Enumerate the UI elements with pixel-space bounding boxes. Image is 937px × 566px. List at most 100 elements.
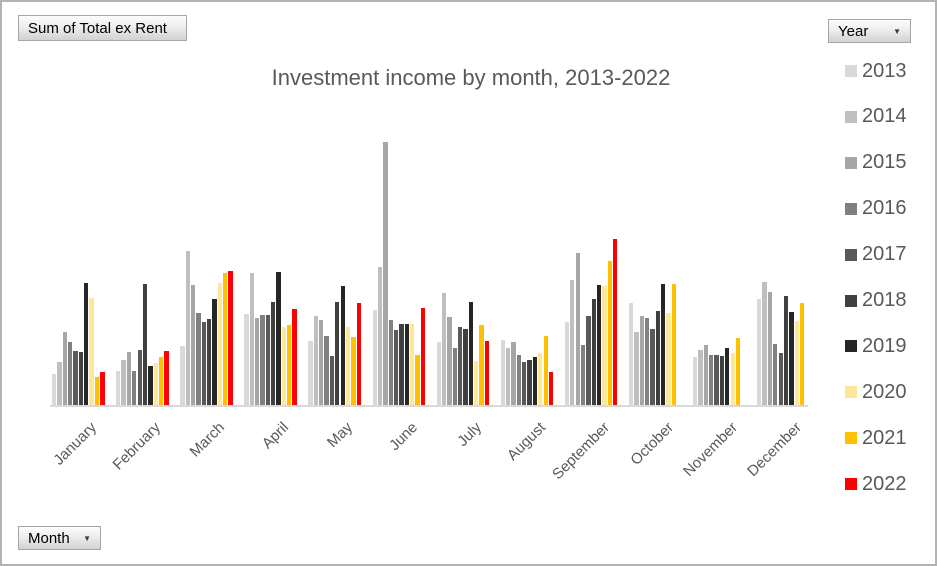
bar-2020-september <box>602 286 607 405</box>
legend-swatch-2016 <box>845 202 857 215</box>
bar-2015-february <box>126 352 132 405</box>
legend-label-2016: 2016 <box>862 197 907 220</box>
bar-2014-october <box>634 332 639 405</box>
bar-2022-april <box>292 309 297 405</box>
legend-item-2020: 2020 <box>845 381 907 403</box>
bar-2015-june <box>383 142 388 405</box>
bar-2014-march <box>185 251 190 405</box>
bar-2013-september <box>564 322 570 405</box>
legend-label-2015: 2015 <box>862 151 907 174</box>
legend-label-2020: 2020 <box>862 380 907 403</box>
legend-swatch-2020 <box>845 386 857 399</box>
bar-2013-april <box>244 314 249 405</box>
bar-2021-january <box>94 377 100 405</box>
bar-2020-july <box>474 361 479 405</box>
chart-title: Investment income by month, 2013-2022 <box>271 65 671 90</box>
bar-2019-april <box>276 272 281 405</box>
legend-label-2018: 2018 <box>862 289 907 311</box>
bar-2019-july <box>468 302 474 405</box>
bar-2020-february <box>153 363 158 405</box>
bar-2017-november <box>714 355 719 405</box>
bar-2014-june <box>377 267 383 405</box>
bar-2017-december <box>778 353 783 405</box>
bar-2013-october <box>628 303 634 405</box>
chevron-down-icon: ▼ <box>83 533 91 543</box>
bar-2014-february <box>121 360 126 405</box>
bar-2022-june <box>420 308 425 405</box>
bar-2021-june <box>415 355 420 405</box>
bar-2021-march <box>223 273 228 405</box>
bar-2016-june <box>388 320 393 405</box>
bar-2019-december <box>789 312 794 405</box>
bar-2016-october <box>644 318 650 405</box>
bar-2021-october <box>671 284 677 405</box>
bar-2021-august <box>543 336 548 405</box>
bar-2022-august <box>548 372 554 405</box>
bar-2015-december <box>767 292 773 405</box>
bar-2015-march <box>190 285 196 405</box>
bar-2013-january <box>52 374 57 405</box>
legend-label-2017: 2017 <box>862 243 907 266</box>
bar-2017-july <box>458 327 463 405</box>
bar-2021-april <box>287 325 292 405</box>
bar-2016-april <box>260 315 265 405</box>
value-field-button[interactable]: Sum of Total ex Rent <box>18 15 187 41</box>
legend-swatch-2015 <box>845 156 857 169</box>
chevron-down-icon: ▼ <box>893 26 901 36</box>
bar-2016-november <box>709 355 714 405</box>
bar-2019-june <box>404 324 409 405</box>
bar-2015-october <box>639 316 644 405</box>
year-filter-label: Year <box>838 22 869 40</box>
bar-2018-august <box>527 360 532 405</box>
bar-2016-september <box>580 345 586 405</box>
bar-2020-may <box>345 327 351 405</box>
bar-2018-october <box>655 311 660 405</box>
bar-2019-september <box>596 285 602 405</box>
legend-item-2018: 2018 <box>845 289 907 312</box>
bar-2018-january <box>78 352 84 405</box>
bar-2016-february <box>132 371 137 405</box>
legend-swatch-2022 <box>845 478 857 491</box>
bar-2017-february <box>137 350 142 405</box>
bar-2021-july <box>479 325 484 405</box>
bar-2020-november <box>730 353 735 405</box>
month-axis-button[interactable]: Month ▼ <box>18 526 101 550</box>
bar-2022-march <box>228 271 233 405</box>
legend-swatch-2014 <box>845 110 857 123</box>
bar-2013-july <box>436 342 441 405</box>
bar-2017-october <box>650 329 655 405</box>
legend-item-2022: 2022 <box>845 473 907 495</box>
bar-2018-february <box>142 284 148 405</box>
bar-2016-march <box>196 313 201 405</box>
bar-2013-november <box>693 357 698 405</box>
bar-2014-september <box>570 280 575 405</box>
bar-2018-november <box>719 356 725 405</box>
bar-2019-january <box>84 283 89 405</box>
bar-2019-august <box>532 357 538 405</box>
bar-2016-july <box>452 348 457 405</box>
bar-2019-october <box>661 284 666 405</box>
bar-2015-january <box>62 332 68 405</box>
legend-item-2016: 2016 <box>845 197 907 220</box>
bar-2015-july <box>447 317 452 405</box>
bar-2022-july <box>484 341 490 405</box>
year-filter-button[interactable]: Year ▼ <box>828 19 911 43</box>
legend-swatch-2019 <box>845 340 857 353</box>
bar-2013-march <box>180 346 185 405</box>
bar-2016-may <box>324 336 329 405</box>
bar-2013-december <box>757 299 762 405</box>
legend-item-2017: 2017 <box>845 243 907 266</box>
bar-2022-september <box>612 239 618 405</box>
bar-2015-august <box>511 342 516 405</box>
legend-label-2013: 2013 <box>862 59 907 82</box>
bar-2017-june <box>393 330 399 405</box>
bar-2013-may <box>308 341 313 405</box>
bar-2013-february <box>116 371 121 405</box>
bar-2020-august <box>538 353 543 405</box>
bar-2021-may <box>351 337 356 405</box>
legend-label-2019: 2019 <box>862 334 907 357</box>
legend-label-2014: 2014 <box>862 105 907 128</box>
legend-item-2021: 2021 <box>845 427 907 449</box>
bar-2014-july <box>441 293 447 405</box>
